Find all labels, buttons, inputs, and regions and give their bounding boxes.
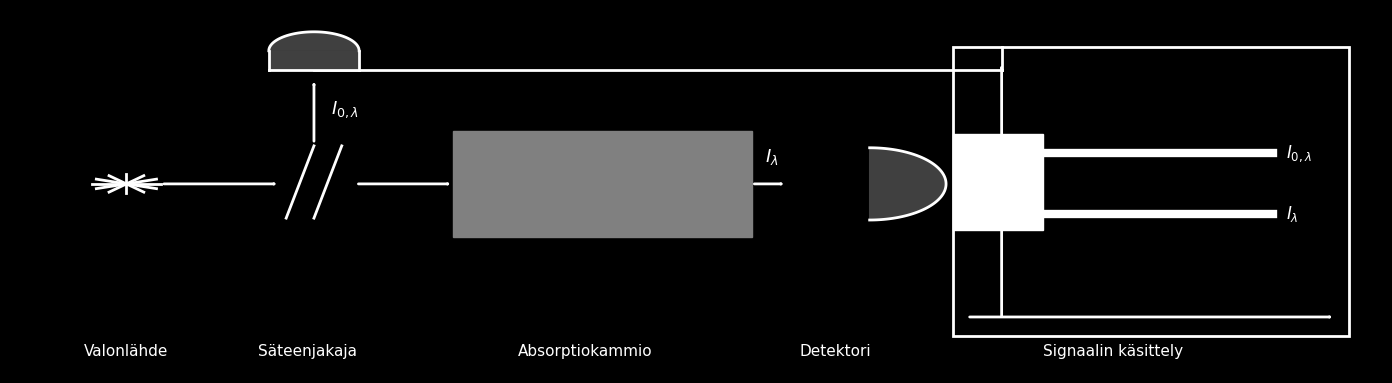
Text: $I_{\lambda}$: $I_{\lambda}$ [1286,204,1299,224]
Bar [452,131,752,237]
Bar [954,134,1044,229]
Text: Valonlähde: Valonlähde [85,344,168,359]
Polygon shape [269,32,359,51]
Text: $I_{0,\lambda}$: $I_{0,\lambda}$ [331,100,359,120]
Bar [954,47,1349,336]
Text: Signaalin käsittely: Signaalin käsittely [1043,344,1183,359]
Text: Absorptiokammio: Absorptiokammio [518,344,653,359]
Text: Detektori: Detektori [799,344,871,359]
Polygon shape [870,148,947,220]
Text: Säteenjakaja: Säteenjakaja [258,344,356,359]
Text: $I_{0,\lambda}$: $I_{0,\lambda}$ [1286,143,1313,164]
Text: $I_{\lambda}$: $I_{\lambda}$ [766,147,780,167]
Bar [269,51,359,70]
